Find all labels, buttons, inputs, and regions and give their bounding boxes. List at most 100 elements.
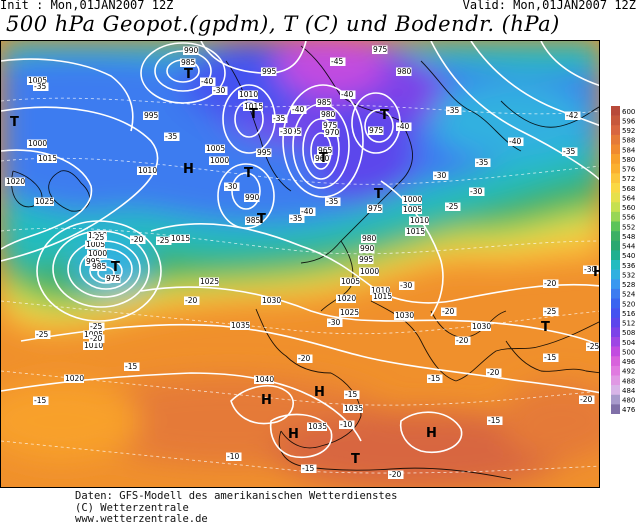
temperature-label: -40 <box>396 122 412 131</box>
colorbar-swatch <box>611 202 620 213</box>
temperature-label: -25 <box>156 236 172 245</box>
temperature-label: -35 <box>475 158 491 167</box>
colorbar-value-label: 588 <box>622 137 635 145</box>
svg-text:1005: 1005 <box>28 76 47 85</box>
temperature-field: 985 990 995 1010 1015 995 1005 1000 1015 1020 1025… <box>1 41 599 487</box>
temperature-label: -42 <box>565 111 581 120</box>
svg-text:975: 975 <box>368 204 383 213</box>
svg-text:995: 995 <box>144 111 159 120</box>
colorbar-swatch <box>611 231 620 242</box>
isobar-label: 1025 <box>34 197 54 206</box>
temperature-label: -15 <box>301 464 317 473</box>
colorbar-swatch <box>611 260 620 270</box>
isobar-label: 1005 <box>205 144 225 153</box>
colorbar-value-label: 508 <box>622 329 635 337</box>
svg-text:-10: -10 <box>340 420 352 429</box>
colorbar-value-label: 592 <box>622 127 635 135</box>
colorbar-swatch <box>611 308 620 319</box>
svg-text:-40: -40 <box>509 137 521 146</box>
temperature-label: -40 <box>340 90 356 99</box>
temperature-label: -20 <box>388 470 404 479</box>
colorbar-value-label: 516 <box>622 310 636 318</box>
temperature-label: -30 <box>583 265 599 274</box>
svg-text:-20: -20 <box>185 296 197 305</box>
svg-text:1020: 1020 <box>6 177 25 186</box>
svg-text:-25: -25 <box>36 330 48 339</box>
isobar-label: 1010 <box>137 166 157 175</box>
svg-text:1015: 1015 <box>171 234 190 243</box>
colorbar-swatch <box>611 250 620 261</box>
temperature-label: -30 <box>279 127 295 136</box>
isobar-label: 995 <box>358 255 374 264</box>
isobar-label: 1020 <box>5 177 25 186</box>
svg-text:1015: 1015 <box>38 154 57 163</box>
temperature-label: -10 <box>339 420 355 429</box>
svg-text:T: T <box>380 108 389 123</box>
svg-text:1035: 1035 <box>308 422 327 431</box>
weather-map-canvas: 985 990 995 1010 1015 995 1005 1000 1015 1020 1025… <box>1 41 599 487</box>
colorbar-swatch <box>611 375 620 386</box>
temperature-label: -25 <box>543 307 559 316</box>
colorbar-swatch <box>611 317 620 328</box>
temperature-label: -35 <box>164 132 180 141</box>
low-pressure-marker: T <box>319 151 328 166</box>
svg-text:-10: -10 <box>227 452 239 461</box>
colorbar-value-label: 576 <box>622 166 636 174</box>
temperature-label: -35 <box>33 82 49 91</box>
colorbar-swatch <box>611 163 620 174</box>
colorbar-value-label: 488 <box>622 377 635 385</box>
svg-text:-20: -20 <box>580 395 592 404</box>
isobar-label: 980 <box>361 234 377 243</box>
svg-text:-30: -30 <box>213 86 225 95</box>
svg-text:1025: 1025 <box>340 308 359 317</box>
isobar-label: 985 <box>245 216 261 225</box>
isobar-label: 975 <box>322 121 338 130</box>
svg-text:1000: 1000 <box>28 139 47 148</box>
isobar-label: 1030 <box>261 296 281 305</box>
map-labels: 985 990 995 1010 1015 995 1005 1000 1015 1020 1025… <box>5 45 599 479</box>
svg-text:1030: 1030 <box>472 322 491 331</box>
svg-text:-25: -25 <box>544 307 556 316</box>
temperature-label: -40 <box>291 105 307 114</box>
high-pressure-marker: H <box>183 162 194 177</box>
low-pressure-marker: T <box>244 166 253 181</box>
temperature-label: -30 <box>399 281 415 290</box>
svg-text:T: T <box>10 115 19 130</box>
svg-text:H: H <box>426 426 437 441</box>
svg-text:-40: -40 <box>341 90 353 99</box>
svg-text:-40: -40 <box>292 105 304 114</box>
low-pressure-marker: T <box>351 452 360 467</box>
isobar-label: 980 <box>396 67 412 76</box>
svg-text:1040: 1040 <box>255 375 274 384</box>
isobar-label: 975 <box>368 126 384 135</box>
isobar-label: 1005 <box>27 76 47 85</box>
colorbar-value-label: 500 <box>622 348 635 356</box>
colorbar-swatch <box>611 298 620 309</box>
svg-text:T: T <box>374 187 383 202</box>
svg-text:T: T <box>319 151 328 166</box>
svg-text:1000: 1000 <box>88 249 107 258</box>
svg-text:T: T <box>249 107 258 122</box>
isobar-label: 995 <box>143 111 159 120</box>
colorbar-value-label: 544 <box>622 243 636 251</box>
isobar-label: 990 <box>359 244 375 253</box>
temperature-label: -30 <box>433 171 449 180</box>
colorbar-value-label: 568 <box>622 185 635 193</box>
colorbar-value-label: 528 <box>622 281 635 289</box>
colorbar-value-label: 600 <box>622 108 635 116</box>
svg-text:H: H <box>183 162 194 177</box>
isobar-label: 1000 <box>209 156 229 165</box>
svg-text:1015: 1015 <box>244 102 263 111</box>
temperature-label: -20 <box>441 307 457 316</box>
temperature-label: -30 <box>327 318 343 327</box>
low-pressure-marker: T <box>184 67 193 82</box>
isobar-label: 1010 <box>409 216 429 225</box>
svg-text:-25: -25 <box>92 233 104 242</box>
isobar-label: 1005 <box>340 277 360 286</box>
temperature-label: -30 <box>469 187 485 196</box>
svg-text:985: 985 <box>92 262 107 271</box>
credits-block: Daten: GFS-Modell des amerikanischen Wet… <box>75 490 397 526</box>
svg-text:-35: -35 <box>563 147 575 156</box>
colorbar-swatch <box>611 365 620 376</box>
colorbar-value-label: 520 <box>622 300 635 308</box>
